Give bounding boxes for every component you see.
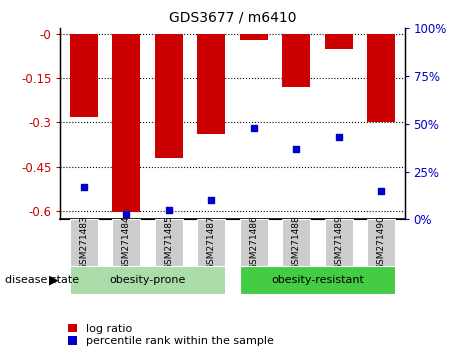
Point [123, 211, 130, 217]
Bar [282, 34, 310, 87]
Bar [155, 219, 183, 266]
Bar [198, 219, 225, 266]
Bar [70, 266, 225, 294]
Bar [70, 219, 98, 266]
Bar [325, 219, 352, 266]
Point [165, 207, 173, 213]
Bar [155, 34, 183, 158]
Text: disease state: disease state [5, 275, 79, 285]
Point [80, 184, 87, 190]
Point [378, 188, 385, 194]
Bar [113, 219, 140, 266]
Text: GSM271483: GSM271483 [80, 215, 88, 270]
Text: GSM271487: GSM271487 [207, 215, 216, 270]
Bar [240, 266, 395, 294]
Legend: log ratio, percentile rank within the sample: log ratio, percentile rank within the sa… [66, 321, 276, 348]
Bar [198, 34, 225, 134]
Title: GDS3677 / m6410: GDS3677 / m6410 [169, 10, 296, 24]
Bar [240, 219, 267, 266]
Bar [113, 34, 140, 212]
Text: GSM271484: GSM271484 [122, 215, 131, 270]
Text: GSM271489: GSM271489 [334, 215, 343, 270]
Text: obesity-prone: obesity-prone [109, 275, 186, 285]
Bar [70, 34, 98, 116]
Bar [325, 34, 352, 49]
Bar [240, 34, 267, 40]
Bar [367, 219, 395, 266]
Point [250, 125, 258, 131]
Bar [282, 219, 310, 266]
Text: GSM271488: GSM271488 [292, 215, 301, 270]
Point [335, 135, 342, 140]
Text: ▶: ▶ [49, 273, 58, 286]
Point [292, 146, 300, 152]
Point [207, 198, 215, 203]
Bar [367, 34, 395, 122]
Text: GSM271486: GSM271486 [249, 215, 258, 270]
Text: GSM271485: GSM271485 [164, 215, 173, 270]
Text: GSM271490: GSM271490 [377, 215, 385, 270]
Text: obesity-resistant: obesity-resistant [271, 275, 364, 285]
